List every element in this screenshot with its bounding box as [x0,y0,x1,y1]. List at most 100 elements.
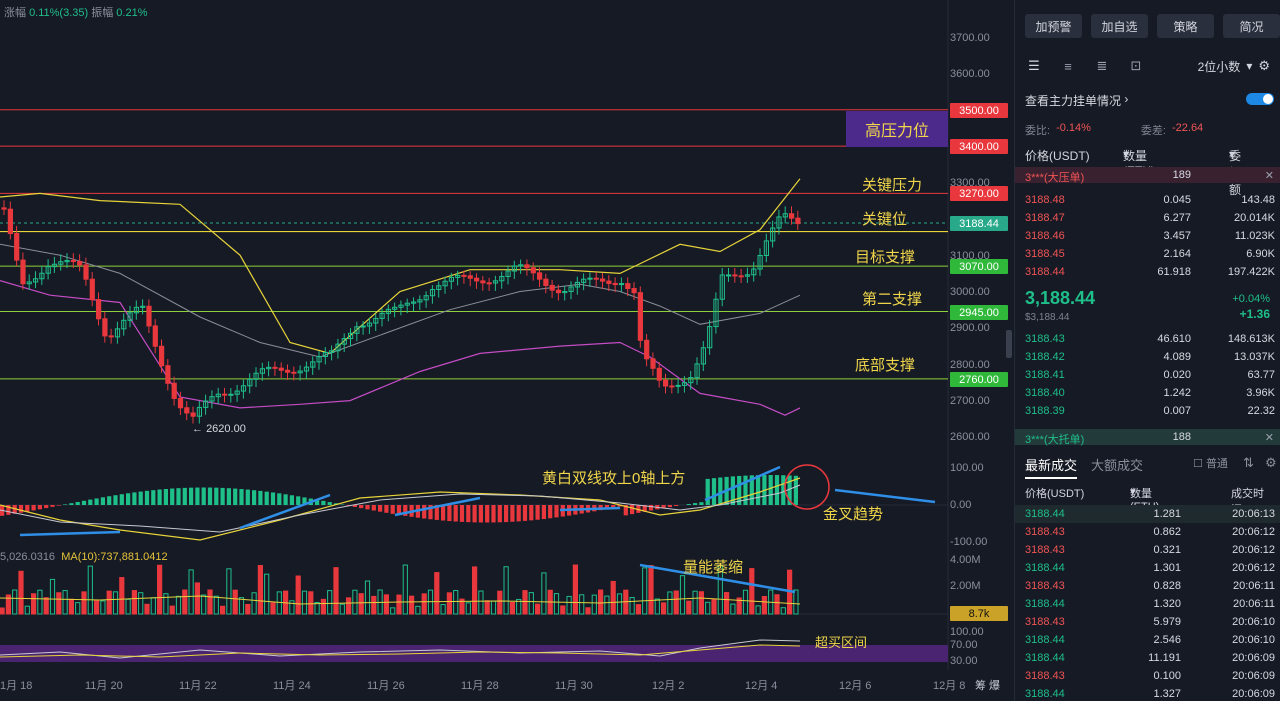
y-tick: 3000.00 [950,286,990,298]
candle [58,261,64,265]
orderbook-bids-icon[interactable]: ≡ [1064,58,1072,74]
big-ask-order[interactable]: 3***(大压单) 189 ✕ [1015,167,1280,184]
trade-col-qty[interactable]: 数量(ETH) ▾ [1130,485,1159,513]
volume-bar [150,597,156,615]
orderbook-depth-icon[interactable]: ⊡ [1130,58,1142,73]
ratio-row: 委比: -0.14% 委差: -22.64 [1025,122,1274,138]
chip-toggle[interactable]: 筹 爆 [975,680,1001,692]
candle [184,407,190,414]
big-ask-qty: 189 [1172,169,1191,181]
ask-row[interactable]: 3188.48 0.045 143.48 [1015,191,1280,209]
orderbook-both-icon[interactable]: ☰ [1028,58,1040,73]
candle [222,393,228,396]
macd-bar [711,478,717,505]
candle [348,332,354,340]
bid-row[interactable]: 3188.39 0.007 22.32 [1015,402,1280,420]
watch-main-orders[interactable]: 查看主力挂单情况 › [1025,92,1274,109]
bid-row-price: 3188.39 [1025,405,1065,417]
candle [404,302,410,306]
volume-bar [459,598,465,615]
volume-bar [383,594,389,615]
price-tag-2760: 2760.00 [950,372,1008,387]
bid-row-amount: 13.037K [1234,351,1275,363]
add-watchlist-button[interactable]: 加自选 [1091,14,1148,38]
candle [108,335,114,338]
bid-row[interactable]: 3188.42 4.089 13.037K [1015,348,1280,366]
volume-bar [541,572,547,615]
ask-row[interactable]: 3188.47 6.277 20.014K [1015,209,1280,227]
bid-row[interactable]: 3188.43 46.610 148.613K [1015,330,1280,348]
normal-filter[interactable]: ☐ 普通 [1193,455,1228,471]
macd-bar [403,505,408,516]
candle [423,295,429,301]
watch-main-orders-toggle[interactable] [1246,93,1274,105]
volume-bar [201,594,207,615]
volume-bar [314,601,320,615]
volume-bar [730,603,736,615]
ask-row[interactable]: 3188.46 3.457 11.023K [1015,227,1280,245]
macd-bar [674,505,679,507]
tab-large-trades[interactable]: 大额成交 [1091,458,1144,473]
close-icon[interactable]: ✕ [1264,170,1274,182]
y-tick: 3600.00 [950,68,990,80]
macd-bar [787,475,792,505]
candle [694,363,700,379]
macd-bar [144,490,150,505]
candle [26,281,32,285]
candle [360,325,366,328]
col-amount[interactable]: 委托额 ▾ [1229,147,1242,197]
sort-icon[interactable]: ⇅ [1243,455,1254,470]
candle [140,305,146,308]
candle [392,306,398,310]
kline-chart[interactable]: 涨幅 0.11%(3.35) 振幅 0.21% 高压力位 关键压力 关键位 目标… [0,0,1012,701]
candle [675,384,681,387]
trade-qty: 5.979 [1153,616,1181,628]
volume-bar [119,577,125,615]
trade-time: 20:06:12 [1232,544,1275,556]
candle [411,301,417,304]
amplitude-label: 振幅 [91,7,114,19]
second-support-label: 第二支撑 [862,291,923,308]
bid-row[interactable]: 3188.40 1.242 3.96K [1015,384,1280,402]
trade-row: 3188.44 1.281 20:06:13 [1015,505,1280,523]
candle [757,255,763,270]
col-qty[interactable]: 数量 (ETH) ▾ [1123,147,1155,178]
trade-price: 3188.44 [1025,688,1065,700]
volume-bar [270,602,276,615]
ask-row-qty: 61.918 [1157,266,1191,278]
chevron-right-icon: › [1121,92,1129,106]
macd-bar [636,505,641,513]
volume-bar [490,600,497,615]
ask-row[interactable]: 3188.44 61.918 197.422K [1015,263,1280,281]
orderbook-asks-icon[interactable]: ≣ [1096,58,1108,73]
decimal-select[interactable]: 2位小数 ▾ ⚙ [1198,58,1270,75]
bid-row-qty: 0.007 [1163,405,1191,417]
volume-bar [516,598,522,615]
macd-bar [453,505,458,522]
macd-bar [384,505,389,513]
overview-button[interactable]: 简况 [1223,14,1280,38]
macd-bar [781,475,786,505]
checkbox-icon[interactable]: ☐ [1193,458,1203,470]
volume-bar [327,590,333,615]
volume-bar [761,596,767,615]
candle [329,350,335,354]
chart-canvas[interactable] [0,0,1012,701]
tab-latest-trades[interactable]: 最新成交 [1025,455,1078,479]
macd-bar [126,493,131,505]
bid-row[interactable]: 3188.41 0.020 63.77 [1015,366,1280,384]
macd-bar [774,475,780,505]
settings-icon[interactable]: ⚙ [1265,455,1277,470]
ask-row[interactable]: 3188.45 2.164 6.90K [1015,245,1280,263]
close-icon[interactable]: ✕ [1264,432,1274,444]
strategy-button[interactable]: 策略 [1157,14,1214,38]
macd-bar [289,495,294,505]
add-alert-button[interactable]: 加预警 [1025,14,1082,38]
candle [744,274,751,277]
macd-bar [667,505,672,508]
candle [499,275,505,282]
settings-icon[interactable]: ⚙ [1258,58,1270,73]
macd-bar [321,500,326,505]
ratio-value: -0.14% [1056,122,1091,134]
big-bid-order[interactable]: 3***(大托单) 188 ✕ [1015,429,1280,446]
